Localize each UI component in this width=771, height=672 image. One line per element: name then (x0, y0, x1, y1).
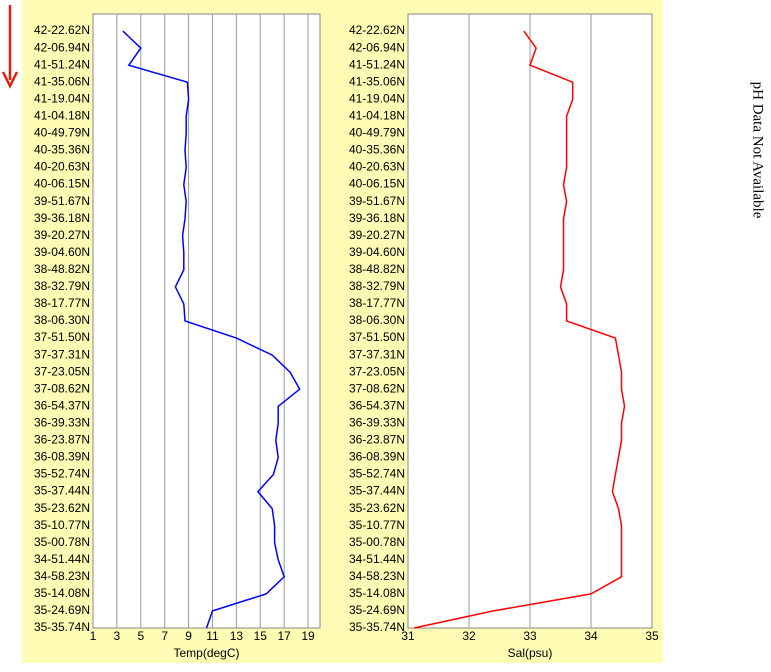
y-tick-label: 39-51.67N (34, 194, 90, 208)
y-tick-label: 40-35.36N (349, 143, 405, 157)
y-tick-label: 39-20.27N (349, 228, 405, 242)
x-tick-label: 1 (90, 629, 97, 643)
y-tick-label: 35-23.62N (34, 501, 90, 515)
x-tick-label: 3 (114, 629, 121, 643)
y-tick-label: 41-35.06N (34, 74, 90, 88)
x-tick-label: 17 (277, 629, 291, 643)
y-tick-label: 35-37.44N (349, 484, 405, 498)
data-line (122, 30, 301, 629)
plot-area (92, 13, 321, 629)
y-tick-label: 42-06.94N (349, 40, 405, 54)
y-tick-label: 35-00.78N (349, 535, 405, 549)
x-tick-label: 34 (584, 629, 598, 643)
y-tick-label: 37-08.62N (34, 381, 90, 395)
y-tick-label: 37-51.50N (349, 330, 405, 344)
y-tick-label: 34-51.44N (34, 552, 90, 566)
y-tick-label: 36-08.39N (34, 450, 90, 464)
y-tick-label: 38-17.77N (34, 296, 90, 310)
x-tick-label: 19 (301, 629, 315, 643)
x-tick-label: 9 (185, 629, 192, 643)
y-tick-label: 41-19.04N (349, 91, 405, 105)
y-tick-label: 35-14.08N (349, 586, 405, 600)
y-tick-label: 40-20.63N (349, 160, 405, 174)
y-tick-label: 37-37.31N (349, 347, 405, 361)
x-tick-label: 11 (206, 629, 219, 643)
x-axis-title: Temp(degC) (173, 646, 239, 660)
y-tick-label: 42-22.62N (34, 23, 90, 37)
x-tick-label: 35 (645, 629, 659, 643)
y-tick-label: 40-20.63N (34, 160, 90, 174)
x-tick-label: 33 (523, 629, 537, 643)
x-tick-label: 15 (254, 629, 268, 643)
y-tick-label: 40-06.15N (34, 177, 90, 191)
y-tick-label: 39-51.67N (349, 194, 405, 208)
y-tick-label: 42-06.94N (34, 40, 90, 54)
y-tick-label: 36-39.33N (34, 416, 90, 430)
y-tick-label: 34-58.23N (349, 569, 405, 583)
note: pH Data Not Available (750, 82, 766, 219)
y-tick-label: 39-36.18N (34, 211, 90, 225)
y-tick-label: 35-37.44N (34, 484, 90, 498)
arrow-head (1, 71, 19, 89)
x-tick-label: 13 (230, 629, 244, 643)
y-tick-label: 38-32.79N (349, 279, 405, 293)
y-tick-label: 35-10.77N (34, 518, 90, 532)
y-tick-label: 36-23.87N (34, 433, 90, 447)
y-tick-label: 35-10.77N (349, 518, 405, 532)
y-tick-label: 38-17.77N (349, 296, 405, 310)
y-tick-label: 40-49.79N (349, 126, 405, 140)
y-tick-label: 40-06.15N (349, 177, 405, 191)
y-tick-label: 37-23.05N (349, 364, 405, 378)
y-tick-label: 37-23.05N (34, 364, 90, 378)
y-tick-label: 41-51.24N (34, 57, 90, 71)
y-tick-label: 35-24.69N (34, 603, 90, 617)
data-line (413, 30, 626, 629)
y-tick-label: 38-48.82N (34, 262, 90, 276)
x-tick-label: 32 (462, 629, 476, 643)
y-tick-label: 37-08.62N (349, 381, 405, 395)
y-tick-label: 39-04.60N (349, 245, 405, 259)
y-tick-label: 39-04.60N (34, 245, 90, 259)
y-tick-label: 36-39.33N (349, 416, 405, 430)
y-tick-label: 35-23.62N (349, 501, 405, 515)
y-tick-label: 41-04.18N (34, 109, 90, 123)
y-tick-label: 35-24.69N (349, 603, 405, 617)
y-tick-label: 35-35.74N (34, 620, 90, 634)
x-tick-label: 31 (401, 629, 415, 643)
y-tick-label: 34-58.23N (34, 569, 90, 583)
y-tick-label: 39-20.27N (34, 228, 90, 242)
y-tick-label: 38-32.79N (34, 279, 90, 293)
y-tick-label: 35-00.78N (34, 535, 90, 549)
y-tick-label: 40-49.79N (34, 126, 90, 140)
y-tick-label: 36-54.37N (34, 398, 90, 412)
y-tick-label: 34-51.44N (349, 552, 405, 566)
y-tick-label: 36-08.39N (349, 450, 405, 464)
y-tick-label: 37-51.50N (34, 330, 90, 344)
y-tick-label: 35-52.74N (349, 467, 405, 481)
y-tick-label: 35-14.08N (34, 586, 90, 600)
y-tick-label: 41-19.04N (34, 91, 90, 105)
y-tick-label: 36-23.87N (349, 433, 405, 447)
y-tick-label: 42-22.62N (349, 23, 405, 37)
y-tick-label: 38-48.82N (349, 262, 405, 276)
y-tick-label: 40-35.36N (34, 143, 90, 157)
x-tick-label: 5 (137, 629, 144, 643)
x-tick-label: 7 (161, 629, 168, 643)
x-axis-title: Sal(psu) (508, 646, 553, 660)
y-tick-label: 38-06.30N (34, 313, 90, 327)
y-tick-label: 38-06.30N (349, 313, 405, 327)
y-tick-label: 35-35.74N (349, 620, 405, 634)
y-tick-label: 35-52.74N (34, 467, 90, 481)
y-tick-label: 41-51.24N (349, 57, 405, 71)
y-tick-label: 37-37.31N (34, 347, 90, 361)
y-tick-label: 36-54.37N (349, 398, 405, 412)
y-tick-label: 41-35.06N (349, 74, 405, 88)
y-tick-label: 39-36.18N (349, 211, 405, 225)
y-tick-label: 41-04.18N (349, 109, 405, 123)
